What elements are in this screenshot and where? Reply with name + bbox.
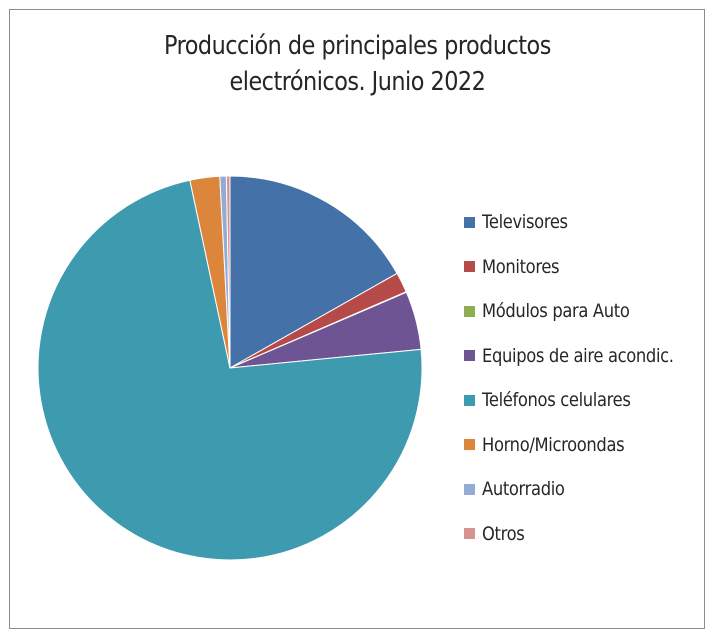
legend-label: Autorradio	[482, 478, 565, 501]
pie-slice-otros	[225, 175, 231, 369]
legend-label: Televisores	[482, 211, 568, 234]
legend-label: Horno/Microondas	[482, 433, 625, 456]
legend-item: Otros	[464, 512, 705, 557]
legend-item: Autorradio	[464, 467, 705, 512]
legend-item: Equipos de aire acondic.	[464, 334, 705, 379]
legend-item: Horno/Microondas	[464, 423, 705, 468]
legend-label: Otros	[482, 522, 525, 545]
legend-label: Teléfonos celulares	[482, 389, 631, 412]
legend-item: Monitores	[464, 245, 705, 290]
legend-swatch	[464, 350, 475, 362]
legend-swatch	[464, 439, 475, 451]
legend-swatch	[464, 394, 475, 406]
legend-swatch	[464, 216, 475, 228]
legend-label: Módulos para Auto	[482, 300, 630, 323]
legend-item: Módulos para Auto	[464, 289, 705, 334]
legend-swatch	[464, 528, 475, 540]
chart-title-line-2: electrónicos. Junio 2022	[229, 67, 486, 97]
legend-swatch	[464, 261, 475, 273]
legend-swatch	[464, 305, 475, 317]
legend-swatch	[464, 483, 475, 495]
legend-label: Monitores	[482, 255, 560, 278]
pie-slice-telefonos-celulares	[37, 179, 423, 561]
legend-item: Teléfonos celulares	[464, 378, 705, 423]
pie-slice-televisores	[229, 175, 398, 369]
chart-title: Producción de principales productos elec…	[50, 28, 665, 100]
chart-title-line-1: Producción de principales productos	[164, 31, 551, 61]
legend-label: Equipos de aire acondic.	[482, 344, 674, 367]
chart-legend: Televisores Monitores Módulos para Auto Equ…	[464, 200, 705, 556]
legend-item: Televisores	[464, 200, 705, 245]
